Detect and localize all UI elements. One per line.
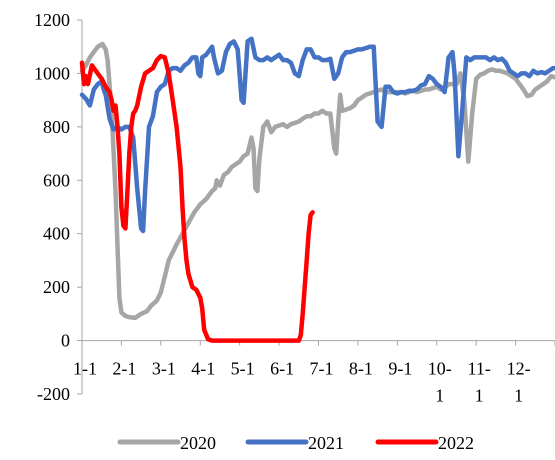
x-tick-label: 5-1 — [231, 359, 255, 379]
x-tick-label: 1-1 — [73, 359, 97, 379]
y-tick-label: -200 — [37, 384, 70, 404]
y-tick-label: 800 — [43, 117, 70, 137]
x-tick-label: 4-1 — [191, 359, 215, 379]
series-line-2020 — [79, 41, 555, 321]
chart-axes: -200 0 200 400 600 800 1000 1200 1-1 2-1 3-1 4-1 5-1… — [34, 10, 555, 406]
chart-legend: 2020 2021 2022 — [117, 433, 474, 453]
x-tick-label: 3-1 — [152, 359, 176, 379]
x-tick-label: 10-1 — [428, 359, 452, 406]
x-tick-label: 9-1 — [388, 359, 412, 379]
series-line-2021 — [79, 36, 555, 234]
series-layer — [79, 36, 555, 343]
x-tick-label: 11-1 — [468, 359, 491, 406]
legend-label-2022: 2022 — [438, 433, 474, 453]
series-line-2022 — [79, 53, 315, 343]
y-tick-label: 0 — [61, 331, 70, 351]
y-tick-label: 1200 — [34, 10, 70, 30]
y-tick-label: 400 — [43, 224, 70, 244]
x-tick-label: 12-1 — [507, 359, 531, 406]
y-tick-label: 1000 — [34, 63, 70, 83]
x-tick-label: 2-1 — [112, 359, 136, 379]
legend-label-2020: 2020 — [180, 433, 216, 453]
y-tick-label: 200 — [43, 277, 70, 297]
x-tick-label: 8-1 — [349, 359, 373, 379]
x-tick-label: 7-1 — [310, 359, 334, 379]
x-tick-label: 6-1 — [270, 359, 294, 379]
legend-label-2021: 2021 — [308, 433, 344, 453]
y-tick-label: 600 — [43, 170, 70, 190]
